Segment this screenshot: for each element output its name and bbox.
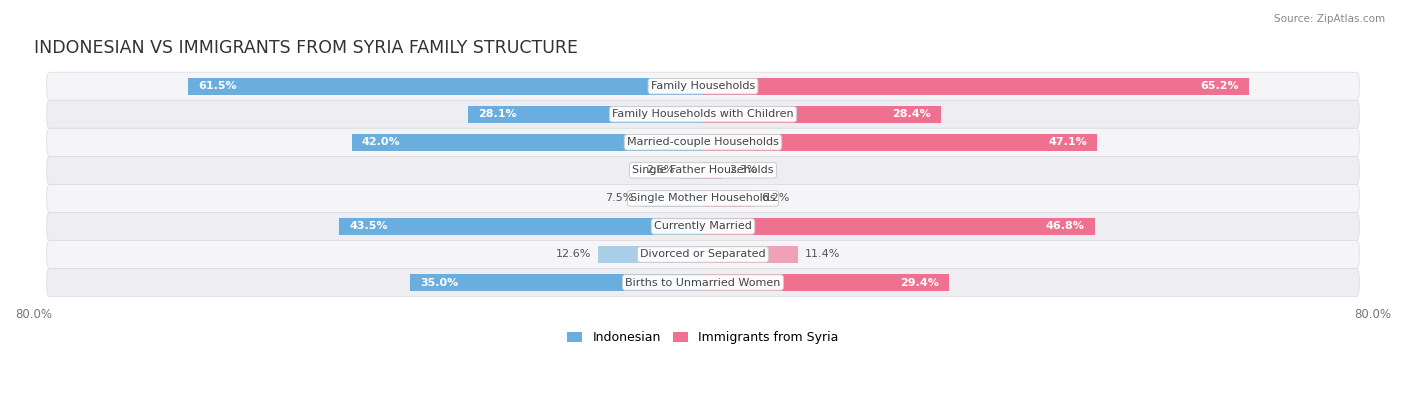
FancyBboxPatch shape xyxy=(46,72,1360,100)
FancyBboxPatch shape xyxy=(46,128,1360,156)
FancyBboxPatch shape xyxy=(46,156,1360,184)
Text: 7.5%: 7.5% xyxy=(605,194,634,203)
Text: Single Father Households: Single Father Households xyxy=(633,166,773,175)
Text: Single Mother Households: Single Mother Households xyxy=(630,194,776,203)
Bar xyxy=(411,274,703,291)
Text: 6.2%: 6.2% xyxy=(762,194,790,203)
Bar xyxy=(352,134,703,151)
Text: 46.8%: 46.8% xyxy=(1046,222,1084,231)
Bar xyxy=(468,105,703,123)
Text: 28.4%: 28.4% xyxy=(891,109,931,119)
Text: Births to Unmarried Women: Births to Unmarried Women xyxy=(626,278,780,288)
Bar xyxy=(682,162,703,179)
Text: 2.3%: 2.3% xyxy=(728,166,758,175)
Text: Family Households with Children: Family Households with Children xyxy=(612,109,794,119)
Text: 61.5%: 61.5% xyxy=(198,81,238,91)
Legend: Indonesian, Immigrants from Syria: Indonesian, Immigrants from Syria xyxy=(562,326,844,350)
Text: 47.1%: 47.1% xyxy=(1049,137,1087,147)
Text: 42.0%: 42.0% xyxy=(361,137,401,147)
Bar xyxy=(188,77,703,95)
Text: Currently Married: Currently Married xyxy=(654,222,752,231)
Text: 65.2%: 65.2% xyxy=(1199,81,1239,91)
Bar xyxy=(703,77,1249,95)
Text: 29.4%: 29.4% xyxy=(900,278,939,288)
Text: INDONESIAN VS IMMIGRANTS FROM SYRIA FAMILY STRUCTURE: INDONESIAN VS IMMIGRANTS FROM SYRIA FAMI… xyxy=(34,39,578,57)
FancyBboxPatch shape xyxy=(46,184,1360,213)
FancyBboxPatch shape xyxy=(46,241,1360,269)
FancyBboxPatch shape xyxy=(46,213,1360,241)
Bar xyxy=(703,274,949,291)
Text: 28.1%: 28.1% xyxy=(478,109,516,119)
Bar xyxy=(703,190,755,207)
Bar xyxy=(703,162,723,179)
Bar xyxy=(598,246,703,263)
Text: 43.5%: 43.5% xyxy=(349,222,388,231)
Text: Married-couple Households: Married-couple Households xyxy=(627,137,779,147)
Bar xyxy=(703,218,1095,235)
Bar xyxy=(640,190,703,207)
Text: 35.0%: 35.0% xyxy=(420,278,458,288)
Text: Source: ZipAtlas.com: Source: ZipAtlas.com xyxy=(1274,14,1385,24)
Text: 11.4%: 11.4% xyxy=(806,250,841,260)
Bar xyxy=(703,246,799,263)
Text: 12.6%: 12.6% xyxy=(555,250,591,260)
Text: Divorced or Separated: Divorced or Separated xyxy=(640,250,766,260)
Bar xyxy=(703,105,941,123)
Bar xyxy=(339,218,703,235)
FancyBboxPatch shape xyxy=(46,100,1360,128)
Text: 2.6%: 2.6% xyxy=(647,166,675,175)
Bar xyxy=(703,134,1097,151)
Text: Family Households: Family Households xyxy=(651,81,755,91)
FancyBboxPatch shape xyxy=(46,269,1360,297)
